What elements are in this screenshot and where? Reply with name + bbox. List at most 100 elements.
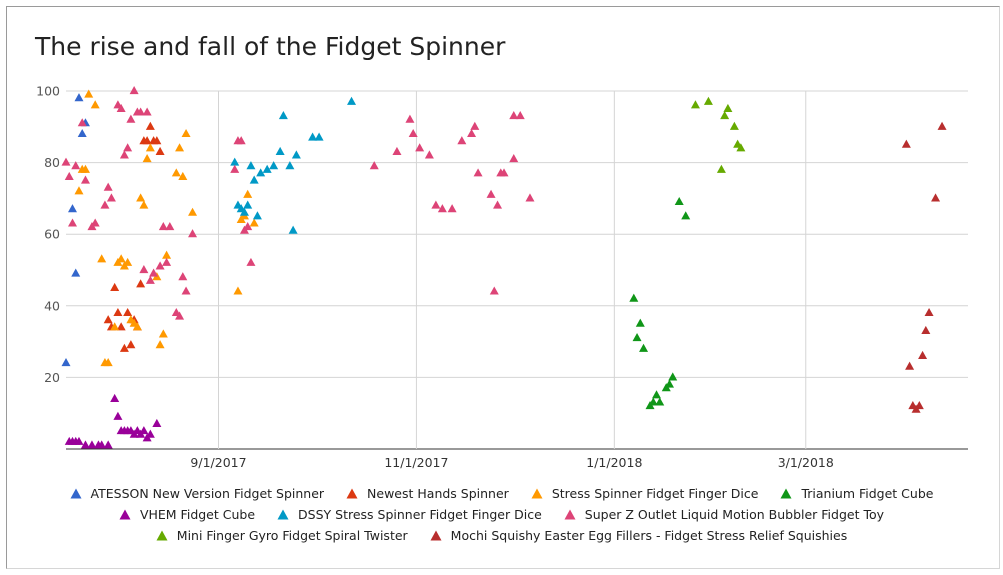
data-point xyxy=(256,168,266,177)
data-point xyxy=(90,218,100,227)
data-point xyxy=(110,322,120,331)
legend-item[interactable]: DSSY Stress Spinner Fidget Finger Dice xyxy=(277,507,542,522)
data-point xyxy=(64,171,74,180)
y-axis-ticks: 20 40 60 80 100 xyxy=(36,84,60,385)
data-point xyxy=(252,211,262,220)
data-point xyxy=(119,150,129,159)
data-point xyxy=(145,429,155,438)
data-point xyxy=(921,325,931,334)
data-point xyxy=(139,200,149,209)
legend-label: DSSY Stress Spinner Fidget Finger Dice xyxy=(298,507,542,522)
data-point xyxy=(931,193,941,202)
data-point xyxy=(178,272,188,281)
legend-triangle-icon xyxy=(70,488,82,499)
legend-label: ATESSON New Version Fidget Spinner xyxy=(90,486,325,501)
data-point xyxy=(145,275,155,284)
gridlines xyxy=(66,90,968,450)
data-point xyxy=(230,157,240,166)
x-axis-ticks: 9/1/2017 11/1/2017 1/1/2018 3/1/2018 xyxy=(190,455,833,470)
data-point xyxy=(80,175,90,184)
data-point xyxy=(233,286,243,295)
data-point xyxy=(275,146,285,155)
data-point xyxy=(155,340,165,349)
data-point xyxy=(80,164,90,173)
data-point xyxy=(129,85,139,95)
data-point xyxy=(158,222,168,231)
data-point xyxy=(67,218,77,227)
legend-item[interactable]: Mochi Squishy Easter Egg Fillers - Fidge… xyxy=(430,528,847,543)
data-point xyxy=(158,329,168,338)
data-point xyxy=(347,96,357,105)
y-tick-label: 40 xyxy=(44,298,60,313)
data-point xyxy=(431,200,441,209)
legend-triangle-icon xyxy=(531,488,543,499)
data-point xyxy=(181,286,191,295)
data-point xyxy=(703,96,713,105)
data-point xyxy=(149,268,159,277)
legend-triangle-icon xyxy=(277,509,289,520)
legend-triangle-icon xyxy=(564,509,576,520)
data-point xyxy=(178,171,188,180)
data-point xyxy=(288,225,298,234)
data-point xyxy=(632,332,642,342)
data-point xyxy=(90,100,100,109)
data-point xyxy=(142,107,152,116)
data-point xyxy=(97,440,107,449)
data-point xyxy=(447,204,457,213)
data-point xyxy=(142,153,152,163)
legend-label: Mini Finger Gyro Fidget Spiral Twister xyxy=(176,528,408,543)
data-point xyxy=(116,322,126,331)
data-point xyxy=(113,307,123,317)
data-point xyxy=(246,161,256,170)
data-point xyxy=(914,401,924,410)
data-point xyxy=(278,111,288,120)
data-point xyxy=(720,111,730,120)
legend-triangle-icon xyxy=(430,530,442,541)
legend-row-3: Mini Finger Gyro Fidget Spiral Twister Mo… xyxy=(0,528,1003,543)
data-point xyxy=(525,193,535,202)
data-point xyxy=(924,307,934,317)
data-point xyxy=(142,136,152,145)
data-point xyxy=(291,150,301,159)
data-point xyxy=(723,103,733,112)
data-point xyxy=(113,411,123,420)
legend-item[interactable]: Mini Finger Gyro Fidget Spiral Twister xyxy=(156,528,408,543)
legend-item[interactable]: Trianium Fidget Cube xyxy=(780,486,933,501)
data-point xyxy=(71,268,81,277)
data-point xyxy=(188,207,198,216)
data-point xyxy=(729,121,739,130)
data-point xyxy=(437,204,447,213)
legend-item[interactable]: Super Z Outlet Liquid Motion Bubbler Fid… xyxy=(564,507,884,522)
data-point xyxy=(71,161,81,170)
data-point xyxy=(74,436,84,445)
data-point xyxy=(110,393,120,402)
data-point xyxy=(635,318,645,327)
data-point xyxy=(61,358,71,367)
x-tick-label: 3/1/2018 xyxy=(778,455,834,470)
chart-frame xyxy=(6,6,1000,569)
legend-item[interactable]: Newest Hands Spinner xyxy=(346,486,509,501)
legend-item[interactable]: Stress Spinner Fidget Finger Dice xyxy=(531,486,758,501)
data-point xyxy=(181,128,191,138)
data-point xyxy=(175,143,185,152)
data-point xyxy=(84,89,94,98)
data-point xyxy=(664,379,674,388)
chart-title: The rise and fall of the Fidget Spinner xyxy=(35,32,506,61)
data-point xyxy=(123,143,133,152)
data-point xyxy=(152,418,162,428)
data-point xyxy=(486,189,496,198)
legend-label: Newest Hands Spinner xyxy=(367,486,509,501)
data-point xyxy=(470,121,480,130)
data-point xyxy=(136,193,146,202)
legend-item[interactable]: VHEM Fidget Cube xyxy=(119,507,255,522)
data-point xyxy=(97,254,107,263)
data-point xyxy=(162,250,172,259)
data-points xyxy=(61,85,947,449)
data-point xyxy=(648,397,658,406)
data-point xyxy=(119,343,129,352)
data-point xyxy=(155,146,165,155)
legend-item[interactable]: ATESSON New Version Fidget Spinner xyxy=(70,486,325,501)
data-point xyxy=(106,193,116,202)
legend-label: Trianium Fidget Cube xyxy=(801,486,934,501)
legend-row-2: VHEM Fidget Cube DSSY Stress Spinner Fidg… xyxy=(0,507,1003,522)
